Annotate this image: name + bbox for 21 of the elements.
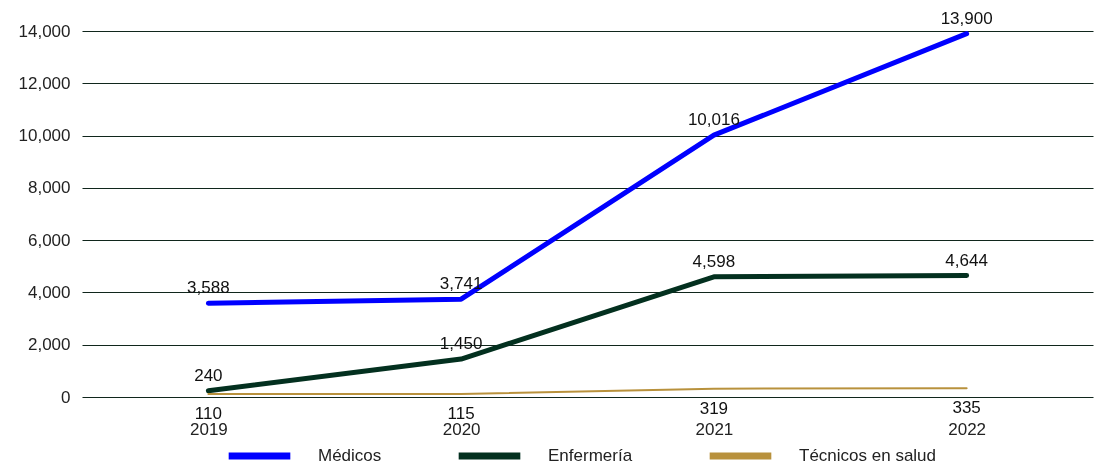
y-tick-label: 14,000 (18, 21, 71, 41)
y-tick-label: 2,000 (27, 335, 71, 355)
data-label: 3,741 (439, 274, 483, 294)
y-tick-label: 10,000 (18, 126, 71, 146)
legend-label: Enfermería (548, 445, 633, 464)
legend-label: Médicos (318, 445, 382, 464)
y-tick-label: 12,000 (18, 73, 71, 93)
data-label: 4,644 (945, 250, 988, 270)
legend-label: Técnicos en salud (799, 445, 937, 464)
data-label: 319 (699, 398, 729, 418)
y-tick-label: 8,000 (27, 178, 71, 198)
data-label: 10,016 (687, 110, 740, 130)
x-tick-label: 2022 (948, 419, 987, 439)
data-label: 13,900 (940, 8, 993, 28)
data-label: 240 (194, 365, 223, 385)
y-tick-label: 6,000 (27, 230, 71, 250)
data-label: 4,598 (692, 251, 736, 271)
y-tick-label: 4,000 (27, 282, 71, 302)
y-tick-label: 0 (61, 387, 71, 407)
data-label: 335 (952, 398, 981, 418)
x-tick-label: 2021 (695, 419, 734, 439)
